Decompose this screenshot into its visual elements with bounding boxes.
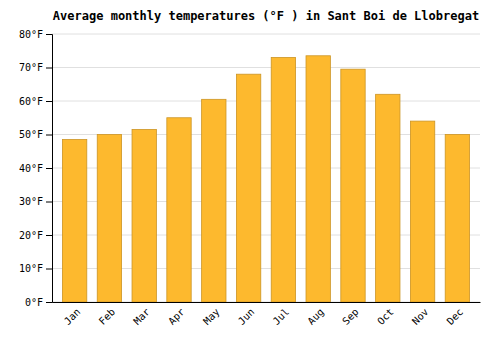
y-tick-mark xyxy=(46,202,52,203)
x-tick-label: Jan xyxy=(62,306,83,327)
bar xyxy=(202,99,226,302)
x-tick: Mar xyxy=(131,306,152,327)
bar xyxy=(410,121,434,302)
title: Average monthly temperatures (°F ) in Sa… xyxy=(53,9,479,23)
x-tick: Aug xyxy=(305,306,326,327)
y-tick-mark xyxy=(46,269,52,270)
bar xyxy=(62,140,86,302)
y-tick: 80°F xyxy=(19,29,52,40)
y-tick-label: 30°F xyxy=(19,196,43,207)
y-tick-label: 20°F xyxy=(19,230,43,241)
x-tick-label: May xyxy=(201,306,222,327)
y-tick: 60°F xyxy=(19,96,52,107)
x-tick: Apr xyxy=(166,306,187,327)
y-axis-line xyxy=(46,35,53,303)
x-tick-label: Feb xyxy=(97,306,118,327)
bars xyxy=(62,56,469,302)
bar xyxy=(167,118,191,302)
x-tick: Nov xyxy=(410,306,431,327)
y-tick-mark xyxy=(46,235,52,236)
x-tick: Sep xyxy=(340,306,361,327)
y-tick: 70°F xyxy=(19,62,52,73)
y-tick-mark xyxy=(46,135,52,136)
x-tick-label: Jul xyxy=(271,306,292,327)
x-axis: Jan Feb Mar Apr May Jun Jul Aug Sep Oct Nov Dec xyxy=(53,303,481,327)
y-tick-label: 80°F xyxy=(19,29,43,40)
y-tick-label: 10°F xyxy=(19,263,43,274)
x-tick-label: Dec xyxy=(445,306,466,327)
y-tick-label: 50°F xyxy=(19,129,43,140)
y-tick-mark xyxy=(46,168,52,169)
x-tick-label: Mar xyxy=(131,306,152,327)
bar xyxy=(376,94,400,302)
x-axis-line xyxy=(53,302,481,303)
y-tick-mark xyxy=(46,302,52,303)
y-tick-label: 40°F xyxy=(19,163,43,174)
x-tick-label: Nov xyxy=(410,306,431,327)
x-tick-label: Jun xyxy=(236,306,257,327)
x-tick-label: Apr xyxy=(166,306,187,327)
y-tick: 20°F xyxy=(19,230,52,241)
grid xyxy=(52,34,480,302)
y-axis: 0°F 10°F 20°F 30°F 40°F 50°F 60°F 70°F 80°F xyxy=(19,29,53,308)
bar xyxy=(236,74,260,302)
x-tick: Jun xyxy=(236,306,257,327)
y-tick-mark xyxy=(46,101,52,102)
bar xyxy=(97,135,121,303)
x-tick: Feb xyxy=(97,306,118,327)
y-tick-mark xyxy=(46,34,52,35)
bar xyxy=(306,56,330,302)
grid-line xyxy=(52,34,480,35)
bar xyxy=(132,129,156,302)
bar xyxy=(341,69,365,302)
y-tick: 0°F xyxy=(25,297,52,308)
y-tick: 40°F xyxy=(19,163,52,174)
x-tick-label: Aug xyxy=(305,306,326,327)
x-tick: Jan xyxy=(62,306,83,327)
y-tick: 10°F xyxy=(19,263,52,274)
grid-line xyxy=(52,67,480,68)
x-tick: May xyxy=(201,306,222,327)
y-tick: 50°F xyxy=(19,129,52,140)
y-tick-label: 0°F xyxy=(25,297,43,308)
y-tick-label: 70°F xyxy=(19,62,43,73)
grid-line xyxy=(52,101,480,102)
y-tick: 30°F xyxy=(19,196,52,207)
y-tick-label: 60°F xyxy=(19,96,43,107)
bar xyxy=(271,57,295,302)
x-tick: Jul xyxy=(271,306,292,327)
y-tick-mark xyxy=(46,68,52,69)
x-tick-label: Oct xyxy=(375,306,396,327)
x-tick: Oct xyxy=(375,306,396,327)
x-tick-label: Sep xyxy=(340,306,361,327)
chart: 0°F 10°F 20°F 30°F 40°F 50°F 60°F 70°F 80°F Jan Fe… xyxy=(0,0,500,350)
x-tick: Dec xyxy=(445,306,466,327)
bar xyxy=(445,135,469,303)
